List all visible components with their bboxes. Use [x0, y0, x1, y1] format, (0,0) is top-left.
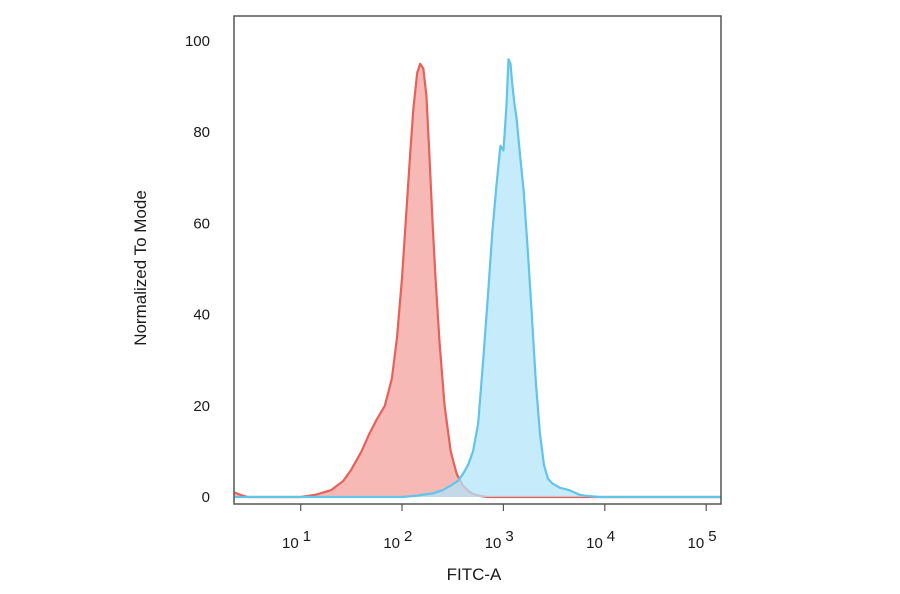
x-tick-label-base: 10	[586, 535, 603, 552]
x-tick: 10 3	[485, 504, 514, 552]
x-tick-label-exponent: 5	[708, 528, 716, 545]
y-tick-label: 0	[202, 489, 210, 506]
x-tick-label-base: 10	[688, 535, 705, 552]
series-2-line	[234, 58, 721, 499]
y-tick-label: 80	[193, 124, 210, 141]
x-tick: 10 2	[383, 504, 412, 552]
x-tick-label-exponent: 3	[505, 528, 513, 545]
y-tick-label: 100	[185, 33, 210, 50]
y-axis-ticks: 0 20 40 60 80 100	[185, 33, 210, 506]
x-tick-label-exponent: 4	[607, 528, 615, 545]
y-axis-title: Normalized To Mode	[131, 190, 150, 346]
x-tick-label-exponent: 1	[303, 528, 311, 545]
x-tick-label-base: 10	[383, 535, 400, 552]
x-axis-ticks: 10 1 10 2 10 3 10 4 10 5	[282, 504, 717, 552]
y-tick-label: 60	[193, 215, 210, 232]
x-tick-label-exponent: 2	[404, 528, 412, 545]
x-tick: 10 5	[688, 504, 717, 552]
x-tick-label-base: 10	[282, 535, 299, 552]
x-tick: 10 4	[586, 504, 615, 552]
series-layer	[233, 58, 721, 499]
y-tick-label: 20	[193, 398, 210, 415]
x-tick-label-base: 10	[485, 535, 502, 552]
x-axis-title: FITC-A	[447, 565, 502, 584]
y-tick-label: 40	[193, 307, 210, 324]
plot-frame	[233, 15, 722, 505]
x-tick: 10 1	[282, 504, 311, 552]
